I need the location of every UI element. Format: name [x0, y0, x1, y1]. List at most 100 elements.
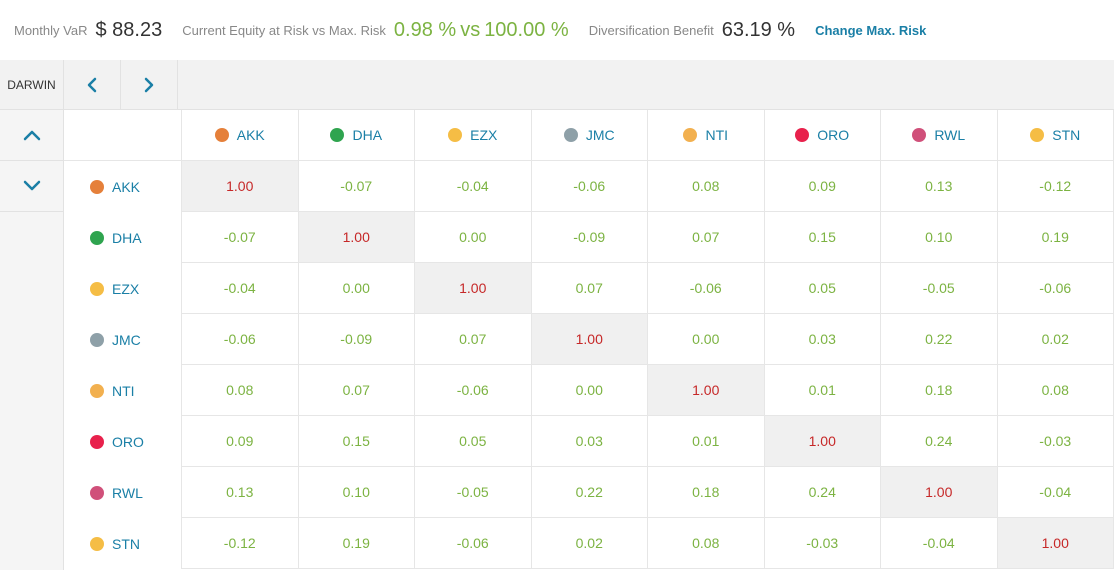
column-header-label: ORO — [817, 127, 850, 143]
correlation-cell: 0.15 — [764, 212, 881, 263]
column-header-nti[interactable]: NTI — [648, 110, 765, 161]
correlation-cell: 0.13 — [881, 161, 998, 212]
correlation-cell: 0.02 — [997, 314, 1114, 365]
diversification-label: Diversification Benefit — [588, 22, 714, 38]
column-header-label: RWL — [934, 127, 966, 143]
chevron-right-icon — [144, 77, 154, 93]
correlation-cell: -0.06 — [648, 263, 765, 314]
max-risk-value: 100.00 % — [484, 18, 569, 41]
correlation-cell: 0.00 — [415, 212, 532, 263]
correlation-cell: 0.00 — [648, 314, 765, 365]
correlation-cell: -0.06 — [415, 365, 532, 416]
correlation-cell: -0.09 — [531, 212, 648, 263]
correlation-cell: 1.00 — [182, 161, 299, 212]
correlation-cell: -0.09 — [298, 314, 415, 365]
correlation-cell: -0.04 — [415, 161, 532, 212]
column-header-jmc[interactable]: JMC — [531, 110, 648, 161]
darwin-color-dot — [330, 128, 345, 142]
correlation-cell: 0.13 — [182, 467, 299, 518]
matrix-row: EZX -0.04 0.00 1.00 0.07 -0.06 0.05 -0.05 -0.06 — [64, 263, 1114, 314]
row-header-label: STN — [112, 535, 140, 552]
column-header-label: DHA — [352, 127, 383, 143]
chevron-left-icon — [87, 77, 97, 93]
correlation-cell: -0.04 — [881, 518, 998, 569]
correlation-cell: 1.00 — [997, 518, 1114, 569]
row-header-stn[interactable]: STN — [64, 518, 182, 569]
darwin-color-dot — [90, 485, 104, 500]
row-header-rwl[interactable]: RWL — [64, 467, 182, 518]
row-header-label: ORO — [112, 433, 144, 450]
column-header-rwl[interactable]: RWL — [881, 110, 998, 161]
column-header-stn[interactable]: STN — [997, 110, 1114, 161]
correlation-cell: 0.24 — [764, 467, 881, 518]
correlation-cell: 0.05 — [764, 263, 881, 314]
row-header-label: EZX — [112, 280, 140, 297]
correlation-cell: 1.00 — [764, 416, 881, 467]
correlation-cell: 0.09 — [182, 416, 299, 467]
current-risk-value: 0.98 % — [393, 18, 457, 41]
row-header-label: AKK — [112, 178, 141, 195]
correlation-cell: -0.06 — [997, 263, 1114, 314]
next-page-button[interactable] — [121, 60, 178, 110]
matrix-row: DHA -0.07 1.00 0.00 -0.09 0.07 0.15 0.10 0.19 — [64, 212, 1114, 263]
correlation-cell: 0.09 — [764, 161, 881, 212]
correlation-cell: 0.07 — [298, 365, 415, 416]
correlation-cell: -0.06 — [415, 518, 532, 569]
correlation-cell: -0.04 — [182, 263, 299, 314]
darwin-color-dot — [683, 128, 698, 142]
darwin-color-dot — [448, 128, 463, 142]
column-header-label: STN — [1052, 127, 1081, 143]
correlation-cell: 0.08 — [648, 518, 765, 569]
correlation-cell: 0.03 — [764, 314, 881, 365]
row-header-dha[interactable]: DHA — [64, 212, 182, 263]
darwin-color-dot — [90, 332, 104, 347]
chevron-up-icon — [23, 130, 40, 141]
correlation-cell: 0.19 — [298, 518, 415, 569]
correlation-cell: -0.03 — [764, 518, 881, 569]
matrix-row: AKK 1.00 -0.07 -0.04 -0.06 0.08 0.09 0.13 -0.12 — [64, 161, 1114, 212]
darwin-column-label: DARWIN — [0, 60, 64, 110]
correlation-cell: 0.00 — [298, 263, 415, 314]
correlation-cell: 0.18 — [648, 467, 765, 518]
correlation-cell: 0.08 — [182, 365, 299, 416]
darwin-color-dot — [90, 179, 104, 194]
correlation-cell: 0.22 — [531, 467, 648, 518]
matrix-row: JMC -0.06 -0.09 0.07 1.00 0.00 0.03 0.22 0.02 — [64, 314, 1114, 365]
darwin-color-dot — [1030, 128, 1045, 142]
row-header-nti[interactable]: NTI — [64, 365, 182, 416]
correlation-cell: -0.12 — [182, 518, 299, 569]
row-header-akk[interactable]: AKK — [64, 161, 182, 212]
correlation-cell: 1.00 — [415, 263, 532, 314]
correlation-cell: -0.06 — [531, 161, 648, 212]
correlation-cell: 0.15 — [298, 416, 415, 467]
correlation-matrix: AKK DHA EZX JMC NTI ORO RWL STN AKK 1.00 -0.07 -0.0… — [64, 110, 1114, 570]
correlation-cell: 1.00 — [881, 467, 998, 518]
scroll-down-button[interactable] — [0, 161, 63, 212]
row-header-jmc[interactable]: JMC — [64, 314, 182, 365]
correlation-cell: 0.08 — [648, 161, 765, 212]
matrix-row: ORO 0.09 0.15 0.05 0.03 0.01 1.00 0.24 -0.03 — [64, 416, 1114, 467]
correlation-cell: -0.05 — [881, 263, 998, 314]
column-header-ezx[interactable]: EZX — [415, 110, 532, 161]
row-header-ezx[interactable]: EZX — [64, 263, 182, 314]
change-max-risk-link[interactable]: Change Max. Risk — [815, 22, 927, 38]
matrix-row: NTI 0.08 0.07 -0.06 0.00 1.00 0.01 0.18 0.08 — [64, 365, 1114, 416]
darwin-color-dot — [563, 128, 578, 142]
column-header-dha[interactable]: DHA — [298, 110, 415, 161]
row-header-label: DHA — [112, 229, 142, 246]
correlation-cell: -0.07 — [182, 212, 299, 263]
correlation-cell: 0.24 — [881, 416, 998, 467]
correlation-cell: -0.06 — [182, 314, 299, 365]
column-header-label: NTI — [705, 127, 729, 143]
previous-page-button[interactable] — [64, 60, 121, 110]
risk-stats-bar: Monthly VaR $ 88.23 Current Equity at Ri… — [0, 0, 1114, 60]
row-header-oro[interactable]: ORO — [64, 416, 182, 467]
column-header-akk[interactable]: AKK — [182, 110, 299, 161]
scroll-up-button[interactable] — [0, 110, 63, 161]
row-header-label: JMC — [112, 331, 141, 348]
column-header-oro[interactable]: ORO — [764, 110, 881, 161]
correlation-cell: 0.03 — [531, 416, 648, 467]
correlation-cell: 0.01 — [648, 416, 765, 467]
darwin-color-dot — [214, 128, 229, 142]
monthly-var-value: $ 88.23 — [95, 18, 163, 41]
